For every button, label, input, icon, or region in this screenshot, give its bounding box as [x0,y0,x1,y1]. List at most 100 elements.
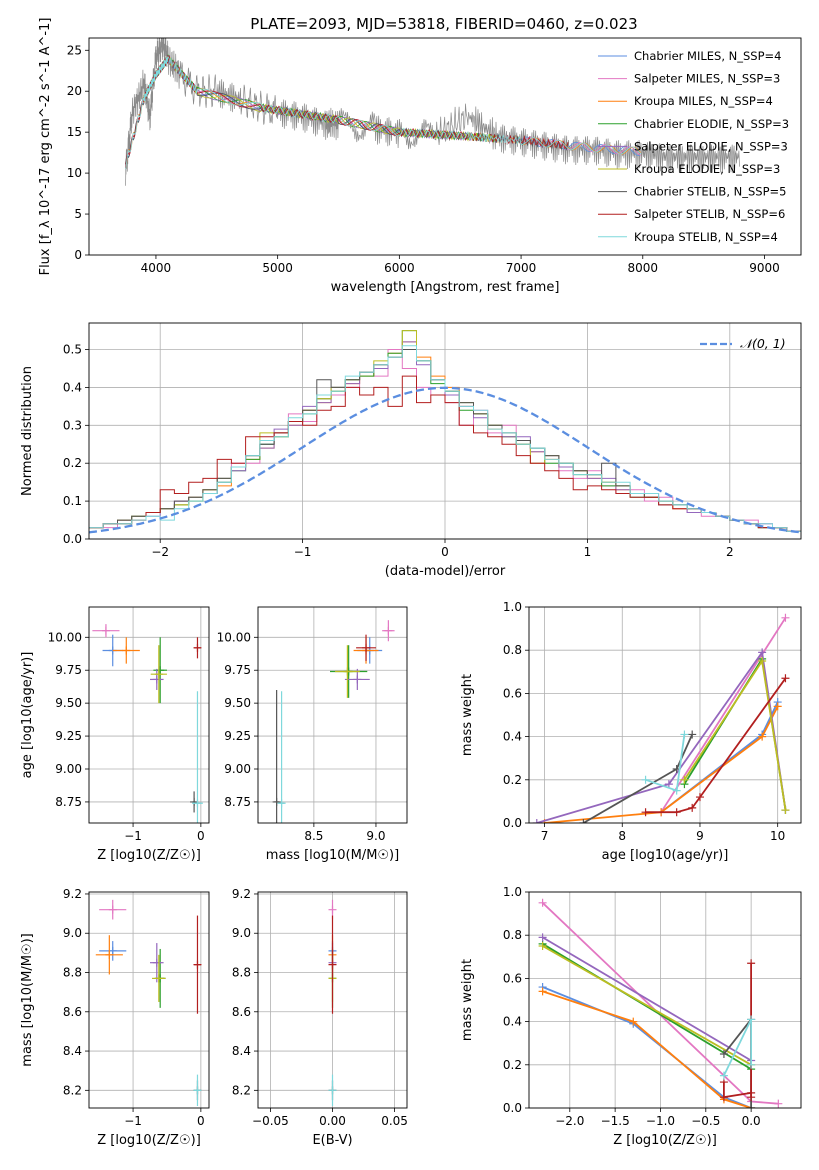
y-tick-label: 10.00 [217,630,251,644]
point-marker [719,1050,728,1058]
y-axis-label: mass weight [460,674,475,756]
data-point [334,645,360,698]
point-marker [641,775,650,784]
legend-entry: Chabrier MILES, N_SSP=4 [634,49,781,63]
x-tick-label: 5000 [262,261,293,275]
y-tick-label: 0.6 [503,971,522,985]
point-marker [747,1093,756,1102]
point-marker [384,626,393,635]
y-tick-label: 0.4 [63,380,82,394]
x-axis-label: (data-model)/error [385,564,506,579]
normal-curve [89,386,801,534]
x-tick-label: 9 [696,829,704,843]
point-marker [781,613,790,622]
y-axis-label: Normed distribution [20,366,35,496]
model-spectrum-line [143,55,497,143]
point-marker [122,646,131,655]
x-tick-label: 10 [770,829,785,843]
mass-weight-line [542,943,752,1070]
point-marker [672,786,681,795]
panel-mass-vs-EBV: −0.05 0.00 0.05 8.2 8.4 8.6 8.8 9.0 9.2 E(B-V) [232,887,408,1148]
data-point [193,637,202,659]
point-marker [672,808,681,817]
legend-entry: Salpeter ELODIE, N_SSP=3 [634,139,788,153]
y-tick-label: 0.5 [63,343,82,357]
point-marker [193,799,202,808]
mass-weight-line [723,963,752,1099]
point-marker [719,1071,728,1080]
y-tick-label: 0.3 [63,418,82,432]
x-tick-label: 0.0 [742,1114,761,1128]
y-tick-label: 20 [67,84,82,98]
axes-frame [528,606,802,824]
data-point [277,691,286,823]
axes-frame [88,606,210,824]
y-tick-label: 8.75 [224,795,251,809]
panel-mass-vs-Z: −1 0 8.2 8.4 8.6 8.8 9.0 9.2 Z [log10(Z/Z☉)] mass… [20,887,210,1148]
x-axis-label: age [log10(age/yr)] [602,848,729,863]
point-marker [747,1104,756,1108]
panel-spectrum: 4000 5000 6000 7000 8000 9000 0 5 10 15 20 25 wavele… [38,18,802,295]
point-marker [277,799,286,808]
y-tick-label: 9.2 [232,887,251,901]
axes-frame [257,606,408,824]
y-tick-label: 0.2 [503,1058,522,1072]
point-marker [108,946,117,955]
y-tick-label: 9.75 [224,663,251,677]
legend-entry: Kroupa MILES, N_SSP=4 [634,94,773,108]
y-tick-label: 0.4 [503,730,522,744]
histogram-line [89,345,801,532]
y-tick-label: 8.6 [232,1005,251,1019]
point-marker [353,675,362,684]
legend-entry: Salpeter MILES, N_SSP=3 [634,72,780,86]
point-marker [152,958,161,967]
mass-weight-line [645,734,686,792]
point-marker [773,702,782,711]
x-tick-label: −1.5 [601,1114,630,1128]
mass-weight-line [542,936,752,1062]
x-tick-label: 0.05 [381,1114,408,1128]
y-tick-label: 8.8 [63,966,82,980]
x-tick-label: −1 [124,829,142,843]
y-tick-label: 0.8 [503,643,522,657]
y-tick-label: 9.0 [63,926,82,940]
x-tick-label: −2.0 [555,1114,584,1128]
point-marker [193,1086,202,1095]
model-spectrum-line [125,55,641,166]
y-tick-label: 9.0 [232,926,251,940]
y-tick-label: 9.25 [55,729,82,743]
y-tick-label: 9.2 [63,887,82,901]
point-marker [190,797,199,806]
point-marker [747,959,756,968]
mass-weight-line [683,658,787,811]
x-tick-label: 7000 [506,261,537,275]
legend-entry: Chabrier ELODIE, N_SSP=3 [634,117,789,131]
point-marker [758,657,767,665]
plot-area [89,330,801,534]
plot-area [125,38,740,186]
x-tick-label: −2 [151,545,169,559]
data-point [152,954,166,1002]
x-tick-label: 0 [197,829,205,843]
data-point [382,620,395,642]
y-tick-label: 15 [67,125,82,139]
mass-weight-line [542,945,752,1066]
mass-weight-line [683,656,787,811]
data-point [356,634,376,661]
plot-area [538,898,783,1108]
mass-weight-line [660,617,787,813]
y-tick-label: 8.6 [63,1005,82,1019]
x-tick-label: 1 [584,545,592,559]
x-tick-label: 4000 [141,261,172,275]
x-tick-label: 0 [197,1114,205,1128]
panel-age-vs-Z: −1 0 8.75 9.00 9.25 9.50 9.75 10.00 Z [log10(Z/Z… [20,606,210,863]
y-tick-label: 9.25 [224,729,251,743]
x-axis-label: mass [log10(M/M☉)] [266,848,399,863]
x-tick-label: 2 [726,545,734,559]
x-tick-label: −1 [124,1114,142,1128]
y-tick-label: 0.0 [63,532,82,546]
y-tick-label: 1.0 [503,600,522,614]
y-tick-label: 25 [67,43,82,57]
point-marker [105,950,114,959]
